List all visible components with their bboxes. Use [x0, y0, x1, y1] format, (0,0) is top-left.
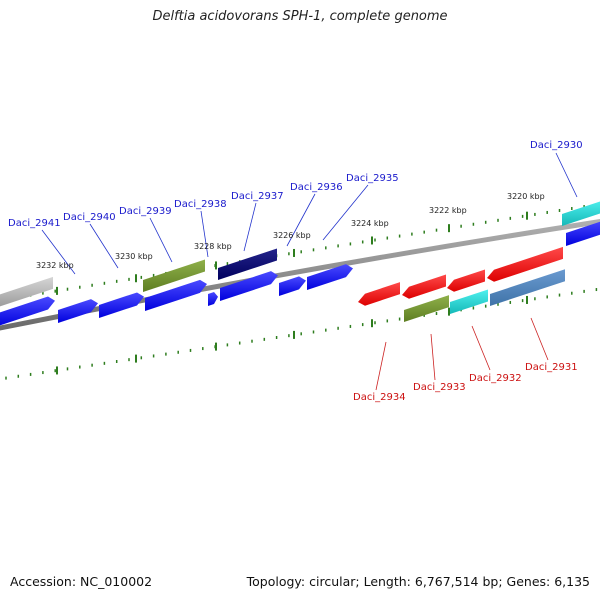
- gene-label-forward[interactable]: Daci_2939: [119, 206, 172, 217]
- gene-leader-line: [430, 333, 436, 381]
- gene-arrow-forward[interactable]: [208, 292, 218, 306]
- gene-arrow-reverse[interactable]: [447, 269, 485, 292]
- tick-label: 3222 kbp: [429, 206, 467, 215]
- gene-arrow-reverse[interactable]: [358, 282, 400, 306]
- gene-label-forward[interactable]: Daci_2940: [63, 212, 116, 223]
- gene-label-forward[interactable]: Daci_2941: [8, 218, 61, 229]
- tick-label: 3226 kbp: [273, 231, 311, 240]
- tick-label: 3220 kbp: [507, 192, 545, 201]
- gene-label-reverse[interactable]: Daci_2933: [413, 382, 466, 393]
- gene-label-reverse[interactable]: Daci_2931: [525, 362, 578, 373]
- gene-leader-line: [200, 210, 209, 258]
- gene-arrow-forward[interactable]: [279, 276, 306, 296]
- gene-label-forward[interactable]: Daci_2930: [530, 140, 583, 151]
- gene-label-forward[interactable]: Daci_2936: [290, 182, 343, 193]
- tick-label: 3228 kbp: [194, 242, 232, 251]
- gene-leader-line: [243, 202, 257, 252]
- gene-label-reverse[interactable]: Daci_2932: [469, 373, 522, 384]
- gene-arrow-reverse[interactable]: [487, 246, 563, 282]
- gene-arrow-forward[interactable]: [58, 299, 98, 323]
- gene-leader-line: [41, 229, 76, 275]
- tick-label: 3230 kbp: [115, 252, 153, 261]
- gene-arrow-forward[interactable]: [220, 271, 278, 301]
- gene-leader-line: [149, 217, 173, 263]
- gene-block-navy[interactable]: [218, 248, 277, 280]
- gene-arrow-forward[interactable]: [145, 279, 207, 311]
- gene-leader-line: [89, 223, 119, 269]
- gene-label-forward[interactable]: Daci_2935: [346, 173, 399, 184]
- gene-leader-line: [375, 341, 387, 391]
- gene-arrow-forward[interactable]: [99, 292, 144, 318]
- gene-block-cyan[interactable]: [562, 199, 600, 226]
- gene-block-steel[interactable]: [490, 269, 565, 306]
- tick-label: 3224 kbp: [351, 219, 389, 228]
- accession-label: Accession: NC_010002: [10, 574, 153, 589]
- gene-block-pseudogene[interactable]: [0, 276, 53, 308]
- gene-arrow-forward[interactable]: [307, 264, 353, 290]
- gene-block-cyan[interactable]: [450, 289, 488, 314]
- gene-block-olive[interactable]: [143, 259, 205, 292]
- genome-summary: Topology: circular; Length: 6,767,514 bp…: [246, 574, 590, 589]
- gene-label-forward[interactable]: Daci_2938: [174, 199, 227, 210]
- gene-arrow-forward[interactable]: [566, 220, 600, 246]
- gene-leader-line: [322, 184, 369, 241]
- gene-leader-line: [471, 325, 491, 371]
- gene-arrow-reverse[interactable]: [402, 274, 446, 299]
- tick-label: 3232 kbp: [36, 261, 74, 270]
- gene-arrow-forward[interactable]: [0, 296, 55, 327]
- gene-leader-line: [286, 193, 316, 247]
- gene-leader-line: [555, 152, 578, 198]
- gene-label-reverse[interactable]: Daci_2934: [353, 392, 406, 403]
- gene-label-forward[interactable]: Daci_2937: [231, 191, 284, 202]
- map-title: Delftia acidovorans SPH-1, complete geno…: [152, 9, 448, 24]
- gene-leader-line: [530, 317, 549, 361]
- gene-block-olive[interactable]: [404, 295, 449, 322]
